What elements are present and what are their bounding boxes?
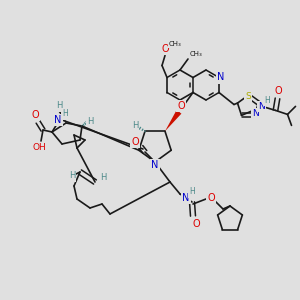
- Text: H: H: [189, 188, 195, 196]
- Text: OH: OH: [32, 143, 46, 152]
- Text: H: H: [87, 116, 93, 125]
- Text: CH₃: CH₃: [190, 51, 202, 57]
- Text: S: S: [245, 92, 251, 101]
- Text: O: O: [177, 101, 185, 111]
- Text: H: H: [132, 121, 138, 130]
- Text: N: N: [182, 193, 190, 203]
- Text: H: H: [69, 172, 75, 181]
- Text: N: N: [258, 102, 265, 111]
- Text: N: N: [252, 109, 259, 118]
- Text: N: N: [54, 115, 62, 125]
- Text: O: O: [131, 137, 139, 147]
- Text: CH₃: CH₃: [169, 40, 182, 46]
- Text: N: N: [151, 160, 159, 170]
- Polygon shape: [59, 110, 66, 123]
- Text: O: O: [31, 110, 39, 120]
- Text: N: N: [217, 73, 225, 82]
- Text: H: H: [265, 96, 270, 105]
- Text: O: O: [161, 44, 169, 53]
- Text: O: O: [207, 193, 215, 203]
- Polygon shape: [165, 110, 181, 131]
- Text: O: O: [275, 86, 282, 96]
- Text: H: H: [100, 173, 106, 182]
- Text: H: H: [56, 101, 62, 110]
- Text: O: O: [192, 219, 200, 229]
- Text: H: H: [62, 110, 68, 118]
